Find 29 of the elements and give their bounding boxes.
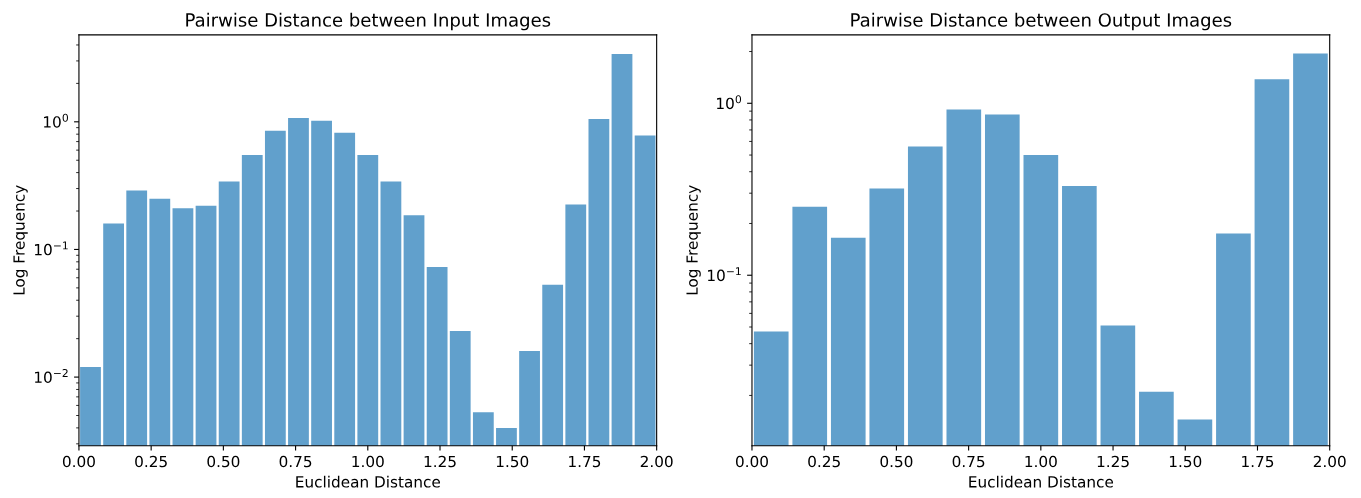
x-tick-label: 2.00 <box>640 455 673 468</box>
y-tick-label: 10$^{−2}$ <box>34 368 68 383</box>
x-tick-label: 1.00 <box>1025 455 1057 468</box>
x-tick-label: 0.25 <box>135 455 167 468</box>
x-tick-label: 1.75 <box>569 455 601 468</box>
y-tick-label: 10$^{0}$ <box>44 113 69 128</box>
x-tick-label: 0.75 <box>279 455 312 468</box>
x-tick-label: 1.25 <box>1097 455 1129 468</box>
x-tick-label: 0.00 <box>62 455 95 468</box>
chart-title: Pairwise Distance between Output Images <box>851 12 1232 31</box>
x-tick-label: 2.00 <box>1313 455 1346 468</box>
x-tick-label: 0.75 <box>952 455 985 468</box>
y-tick-label: 10$^{−1}$ <box>34 241 68 256</box>
x-tick-label: 0.50 <box>880 455 913 468</box>
y-tick-label: 10$^{−1}$ <box>708 267 741 282</box>
x-tick-label: 1.50 <box>1169 455 1202 468</box>
y-axis-title: Log Frequency <box>686 185 701 295</box>
x-axis-title: Euclidean Distance <box>969 475 1114 488</box>
y-tick-label: 10$^{0}$ <box>717 95 742 110</box>
x-tick-label: 1.00 <box>352 455 384 468</box>
x-tick-label: 1.50 <box>496 455 529 468</box>
y-axis-title: Log Frequency <box>13 185 28 295</box>
x-tick-label: 0.00 <box>735 455 768 468</box>
x-tick-label: 0.25 <box>808 455 840 468</box>
x-axis-title: Euclidean Distance <box>296 475 440 488</box>
x-tick-label: 0.50 <box>207 455 240 468</box>
chart-title: Pairwise Distance between Input Images <box>186 12 551 31</box>
x-tick-label: 1.75 <box>1242 455 1274 468</box>
x-tick-label: 1.25 <box>424 455 456 468</box>
